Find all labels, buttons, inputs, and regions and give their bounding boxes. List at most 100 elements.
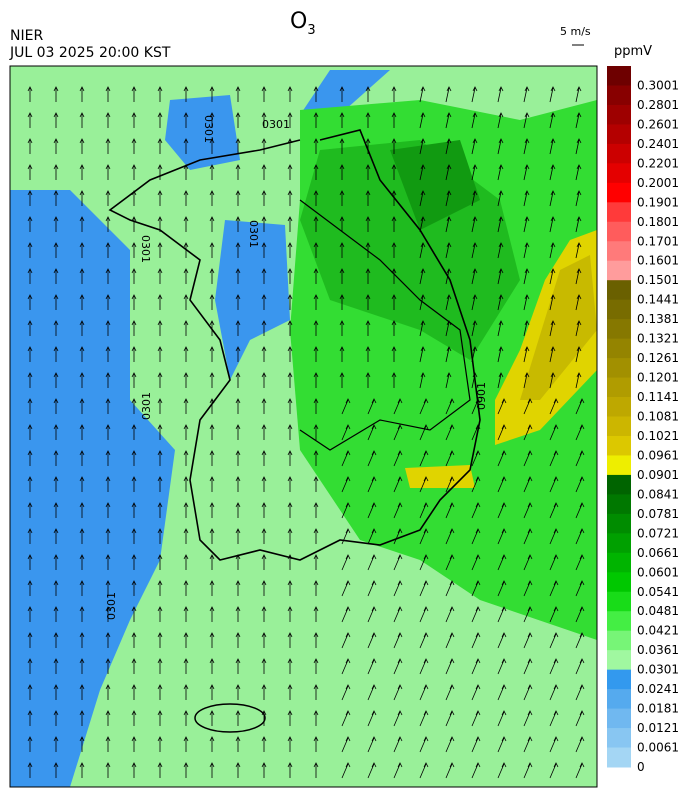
wind-arrow — [471, 243, 476, 259]
wind-arrow-head — [79, 580, 85, 586]
wind-arrow-head — [371, 606, 377, 612]
wind-arrow-head — [183, 762, 189, 768]
wind-arrow-head — [287, 580, 293, 586]
wind-arrow-head — [449, 450, 455, 456]
wind-arrow — [575, 139, 580, 155]
wind-arrow-head — [183, 346, 189, 352]
wind-scale-label: 5 m/s — [560, 25, 591, 38]
wind-arrow — [445, 555, 453, 571]
wind-arrow-head — [183, 164, 189, 170]
wind-arrow-head — [345, 736, 351, 742]
wind-arrow-head — [553, 554, 559, 560]
wind-arrow — [549, 373, 554, 389]
wind-arrow-head — [313, 424, 319, 430]
wind-arrow-head — [157, 528, 163, 534]
wind-arrow-head — [105, 372, 111, 378]
wind-arrow-head — [498, 164, 504, 170]
wind-arrow — [445, 87, 450, 103]
wind-arrow-head — [446, 268, 452, 274]
wind-arrow — [497, 295, 502, 311]
wind-arrow — [445, 139, 450, 155]
wind-arrow-head — [579, 398, 585, 404]
agency: NIER — [10, 28, 43, 44]
wind-arrow — [497, 321, 502, 337]
wind-arrow-head — [475, 710, 481, 716]
wind-arrow-head — [79, 164, 85, 170]
wind-arrow — [419, 269, 424, 285]
wind-arrow — [497, 347, 502, 363]
wind-arrow-head — [579, 528, 585, 534]
colorbar-swatch — [607, 474, 631, 495]
colorbar-swatch — [607, 377, 631, 398]
wind-arrow-head — [579, 684, 585, 690]
colorbar: 0.3001 0.2801 0.2601 0.2401 0.2201 0.2001 0.19… — [607, 66, 679, 774]
wind-arrow — [575, 321, 580, 337]
wind-arrow-head — [261, 684, 267, 690]
wind-arrow-head — [423, 398, 429, 404]
wind-arrow-head — [79, 190, 85, 196]
wind-arrow-head — [576, 190, 582, 196]
wind-arrow-head — [261, 632, 267, 638]
wind-arrow-head — [183, 580, 189, 586]
wind-arrow-head — [420, 320, 426, 326]
wind-arrow-head — [365, 216, 371, 222]
wind-arrow-head — [79, 294, 85, 300]
wind-arrow-head — [449, 710, 455, 716]
wind-arrow-head — [131, 450, 137, 456]
wind-arrow-head — [391, 372, 397, 378]
wind-arrow-head — [27, 190, 33, 196]
wind-arrow-head — [527, 502, 533, 508]
wind-arrow — [445, 503, 453, 519]
wind-arrow-head — [261, 476, 267, 482]
low-ozone-area — [215, 220, 290, 380]
wind-arrow-head — [235, 268, 241, 274]
wind-arrow-head — [287, 398, 293, 404]
wind-arrow-head — [475, 606, 481, 612]
wind-arrow — [471, 295, 476, 311]
wind-arrow-head — [475, 762, 481, 768]
wind-arrow-head — [371, 424, 377, 430]
wind-arrow-head — [53, 606, 59, 612]
colorbar-swatch — [607, 299, 631, 320]
colorbar-label: 0.0421 — [637, 624, 679, 638]
wind-arrow-head — [397, 398, 403, 404]
wind-arrow-head — [313, 658, 319, 664]
colorbar-label: 0.2001 — [637, 176, 679, 190]
wind-arrow-head — [131, 216, 137, 222]
wind-arrow-head — [209, 554, 215, 560]
wind-arrow-head — [235, 554, 241, 560]
wind-arrow-head — [131, 632, 137, 638]
wind-arrow-head — [53, 216, 59, 222]
wind-arrow-head — [183, 606, 189, 612]
colorbar-label: 0.1801 — [637, 215, 679, 229]
wind-arrow-head — [527, 632, 533, 638]
wind-arrow-head — [261, 606, 267, 612]
wind-arrow-head — [449, 606, 455, 612]
wind-arrow-head — [391, 138, 397, 144]
wind-arrow-head — [235, 684, 241, 690]
wind-arrow-head — [313, 294, 319, 300]
wind-arrow — [419, 399, 427, 415]
wind-arrow-head — [79, 554, 85, 560]
wind-arrow-head — [261, 346, 267, 352]
wind-arrow-head — [579, 658, 585, 664]
wind-arrow-head — [449, 528, 455, 534]
wind-arrow-head — [157, 580, 163, 586]
wind-arrow-head — [157, 398, 163, 404]
wind-arrow-head — [131, 502, 137, 508]
wind-arrow — [367, 529, 375, 545]
wind-arrow-head — [313, 762, 319, 768]
wind-arrow — [575, 529, 583, 545]
wind-arrow-head — [209, 86, 215, 92]
wind-arrow — [393, 659, 401, 675]
wind-arrow-head — [576, 216, 582, 222]
wind-arrow-head — [365, 242, 371, 248]
wind-arrow — [497, 711, 505, 727]
wind-arrow-head — [475, 424, 481, 430]
wind-arrow-head — [79, 216, 85, 222]
wind-arrow-head — [157, 320, 163, 326]
wind-arrow-head — [131, 294, 137, 300]
wind-arrow-head — [53, 580, 59, 586]
wind-arrow — [341, 399, 349, 415]
wind-arrow-head — [105, 320, 111, 326]
